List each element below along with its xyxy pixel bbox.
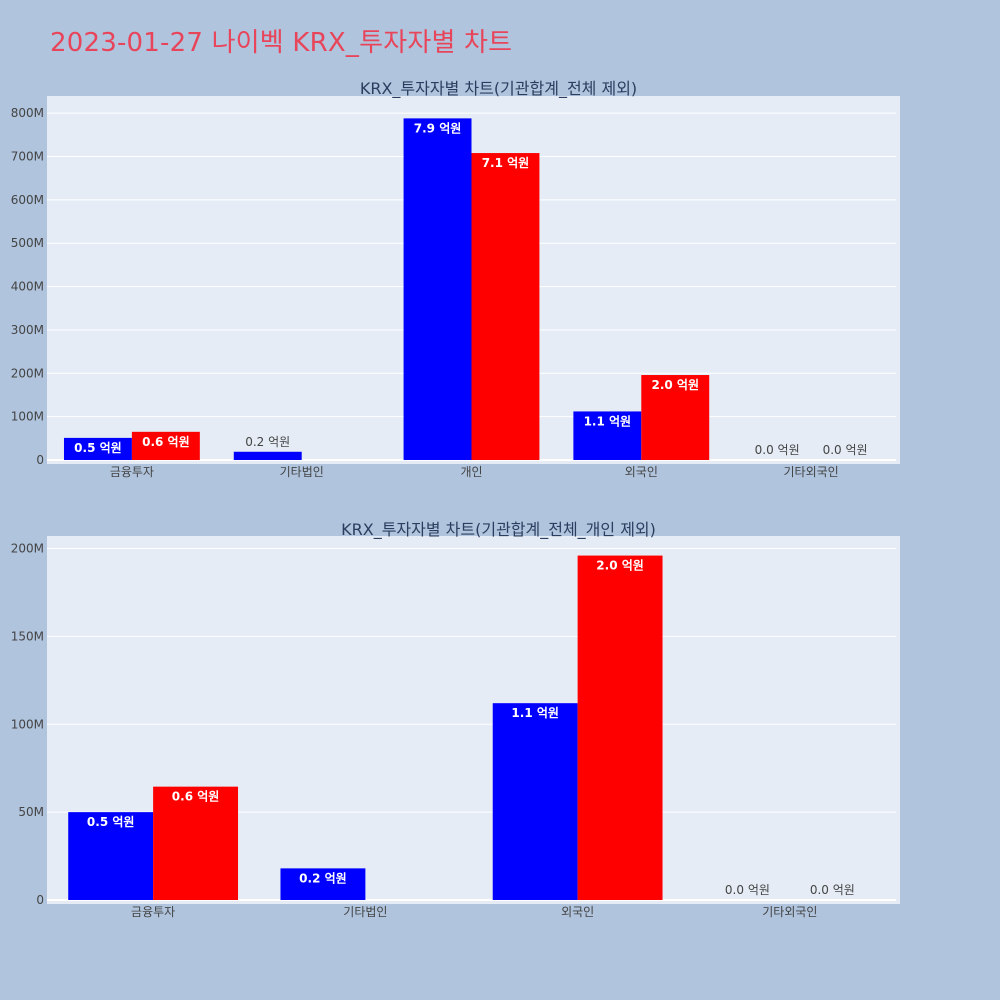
x-tick-label: 금융투자 xyxy=(131,905,175,919)
data-label: 1.1 억원 xyxy=(511,706,559,720)
y-tick-label: 100M xyxy=(11,410,44,424)
chart-2: 0 50M 100M 150M 200M KRX_투자자별 차트(기관합계_전체_개인 제… xyxy=(11,520,900,919)
x-tick-label: 기타법인 xyxy=(343,905,387,919)
bar xyxy=(641,375,710,460)
data-label: 0.2 억원 xyxy=(299,871,347,885)
y-tick-label: 600M xyxy=(11,193,44,207)
data-label: 7.9 억원 xyxy=(414,121,462,135)
x-tick-label: 기타법인 xyxy=(280,465,324,479)
data-label: 7.1 억원 xyxy=(482,156,530,170)
y-tick-label: 50M xyxy=(18,805,44,819)
y-tick-label: 150M xyxy=(11,629,44,643)
bar xyxy=(403,118,472,461)
y-tick-label: 0 xyxy=(36,453,44,467)
y-tick-label: 200M xyxy=(11,542,44,556)
data-label: 1.1 억원 xyxy=(584,414,632,428)
bar xyxy=(280,868,366,900)
data-label: 2.0 억원 xyxy=(651,378,699,392)
bar xyxy=(492,703,578,900)
data-label: 0.6 억원 xyxy=(172,790,220,804)
chart-title: KRX_투자자별 차트(기관합계_전체 제외) xyxy=(360,79,637,99)
y-tick-label: 300M xyxy=(11,323,44,337)
data-label: 0.5 억원 xyxy=(87,815,135,829)
data-label: 0.0 억원 xyxy=(725,883,770,897)
y-tick-label: 800M xyxy=(11,106,44,120)
data-label: 2.0 억원 xyxy=(596,559,644,573)
data-label: 0.5 억원 xyxy=(74,441,122,455)
x-tick-label: 기타외국인 xyxy=(762,905,817,919)
y-tick-label: 700M xyxy=(11,150,44,164)
page-title: 2023-01-27 나이벡 KRX_투자자별 차트 xyxy=(50,28,513,58)
x-tick-label: 외국인 xyxy=(561,905,594,919)
bar xyxy=(577,555,663,900)
bar xyxy=(153,786,239,900)
y-tick-label: 500M xyxy=(11,236,44,250)
bar xyxy=(63,437,132,460)
bar xyxy=(233,451,302,460)
y-tick-label: 0 xyxy=(36,893,44,907)
data-label: 0.0 억원 xyxy=(810,883,855,897)
x-tick-label: 개인 xyxy=(460,465,482,479)
y-tick-label: 100M xyxy=(11,717,44,731)
data-label: 0.0 억원 xyxy=(823,443,868,457)
x-tick-label: 금융투자 xyxy=(110,465,154,479)
bar xyxy=(573,411,642,460)
x-tick-label: 기타외국인 xyxy=(783,465,838,479)
x-tick-label: 외국인 xyxy=(625,465,658,479)
data-label: 0.6 억원 xyxy=(142,435,190,449)
y-tick-label: 400M xyxy=(11,280,44,294)
bar xyxy=(131,431,200,460)
y-tick-label: 200M xyxy=(11,366,44,380)
data-label: 0.0 억원 xyxy=(755,443,800,457)
chart-1: 0 100M 200M 300M 400M 500M 600M 700M 800M KRX_투자자… xyxy=(11,79,900,479)
chart-title: KRX_투자자별 차트(기관합계_전체_개인 제외) xyxy=(341,520,656,540)
bar xyxy=(471,153,540,460)
data-label: 0.2 억원 xyxy=(245,435,290,449)
bar xyxy=(68,812,154,900)
